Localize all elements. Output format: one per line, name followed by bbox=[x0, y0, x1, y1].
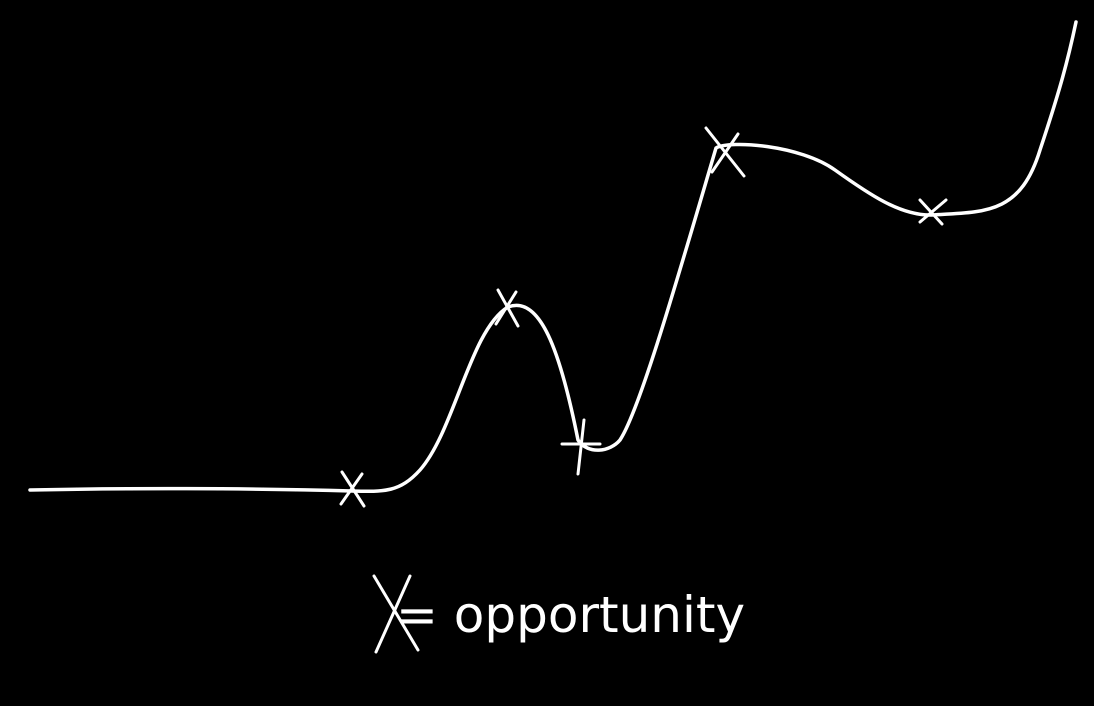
legend-x-icon bbox=[372, 574, 420, 654]
opportunity-marker-1 bbox=[339, 470, 366, 508]
legend-label: = opportunity bbox=[396, 586, 746, 644]
legend: = opportunity bbox=[368, 570, 745, 660]
opportunity-marker-3 bbox=[560, 418, 602, 476]
trend-curve bbox=[28, 20, 1078, 494]
opportunity-marker-5 bbox=[918, 198, 948, 226]
opportunity-marker-4 bbox=[704, 126, 746, 178]
opportunity-marker-2 bbox=[494, 288, 520, 328]
